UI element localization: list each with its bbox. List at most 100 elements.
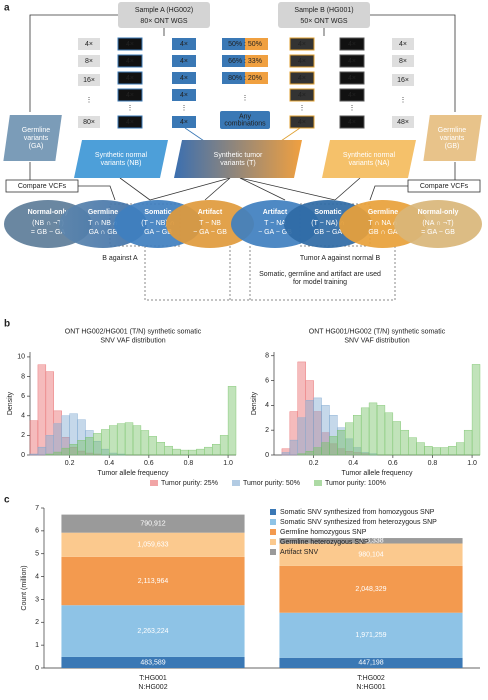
- training-connector: [144, 246, 396, 301]
- x-tick-label: 0.8: [428, 460, 438, 467]
- histogram-bar: [456, 442, 465, 456]
- germline-label: Germline variants (GB): [438, 127, 467, 150]
- depth-box: [289, 88, 315, 102]
- x-axis-title: Tumor allele frequency: [342, 470, 413, 477]
- normal-box: [322, 140, 416, 178]
- x-tick-label: 0.2: [309, 460, 319, 467]
- depth-box: [289, 71, 315, 85]
- depth-label: 16×: [397, 77, 409, 84]
- set-formula: = GA − GB: [421, 229, 455, 236]
- legend-swatch: [270, 539, 276, 545]
- mix-label: 80% : 20%: [228, 75, 262, 82]
- sample-title: Sample B (HG001): [294, 7, 353, 14]
- legend-label: Tumor purity: 50%: [243, 480, 300, 487]
- depth-box: [339, 54, 365, 68]
- y-tick-label: 4: [21, 413, 25, 420]
- depth-box: [392, 55, 414, 67]
- compare-label: Compare VCFs: [420, 183, 469, 190]
- depth-label: 4×: [348, 119, 356, 126]
- value-label: 447,198: [358, 660, 383, 667]
- depth-box: [392, 116, 414, 128]
- legend-label: Germline homozygous SNP: [280, 529, 367, 536]
- histogram-bar: [353, 415, 362, 456]
- compare-box: [5, 179, 79, 193]
- y-axis-title: Count (million): [21, 565, 28, 610]
- histogram-bar: [321, 442, 330, 456]
- legend-label: Artifact SNV: [280, 549, 318, 556]
- depth-box: [289, 115, 315, 129]
- depth-box: [117, 88, 143, 102]
- set-ellipse: [166, 200, 254, 248]
- depth-box: [339, 88, 365, 102]
- histogram-bar: [384, 412, 394, 456]
- depth-label: 4×: [298, 41, 306, 48]
- histogram-bar: [45, 453, 54, 456]
- histogram-bar: [297, 417, 306, 456]
- y-tick-label: 6: [265, 377, 269, 384]
- histogram-bar: [463, 429, 473, 456]
- depth-box: [78, 55, 100, 67]
- set-formula: GB ∩ GA: [368, 229, 397, 236]
- bar-segment: [61, 605, 245, 657]
- depth-label: 4×: [298, 75, 306, 82]
- set-title: Somatic: [144, 209, 171, 216]
- sample-box: [118, 2, 210, 28]
- depth-box: [172, 72, 196, 84]
- depth-label: 4×: [126, 41, 134, 48]
- histogram-bar: [53, 451, 62, 456]
- caption: B against A: [102, 255, 138, 262]
- legend-swatch: [150, 480, 158, 486]
- histogram-bar: [37, 364, 47, 456]
- histogram-bar: [289, 439, 298, 456]
- germline-box: [3, 115, 62, 161]
- x-tick-label: 0.4: [348, 460, 358, 467]
- depth-label: 4×: [126, 92, 134, 99]
- depth-box: [78, 116, 100, 128]
- histogram-bar: [29, 420, 39, 456]
- legend-label: Somatic SNV synthesized from homozygous …: [280, 509, 435, 516]
- histogram-bar: [53, 423, 62, 456]
- mix-label: 66% : 33%: [228, 58, 262, 65]
- depth-box: [339, 71, 365, 85]
- y-tick-label: 8: [265, 353, 269, 360]
- y-tick-label: 10: [17, 354, 25, 361]
- depth-label: 4×: [180, 58, 188, 65]
- value-label: 2,113,964: [138, 578, 169, 585]
- histogram-bar: [140, 430, 150, 456]
- bar-segment: [279, 543, 463, 566]
- bar-segment: [279, 565, 463, 613]
- histogram-bar: [204, 446, 213, 456]
- legend-swatch: [270, 529, 276, 535]
- histogram-bar: [376, 405, 386, 456]
- y-tick-label: 7: [35, 505, 39, 512]
- depth-label: 4×: [298, 58, 306, 65]
- set-formula: GA ∩ GB: [89, 229, 118, 236]
- histogram-bar: [305, 451, 314, 456]
- histogram-bar: [196, 448, 205, 456]
- value-label: 238,338: [358, 538, 383, 545]
- histogram-bar: [305, 400, 314, 456]
- depth-box: [289, 37, 315, 51]
- mix-box: [245, 38, 268, 50]
- histogram-bar: [156, 442, 165, 456]
- x-tick-label: 0.8: [184, 460, 194, 467]
- histogram-bar: [124, 422, 134, 456]
- set-formula: (T − NB) ∩: [141, 220, 175, 227]
- x-tick-label: 1.0: [223, 460, 233, 467]
- depth-label: 8×: [85, 58, 93, 65]
- legend-label: Somatic SNV synthesized from heterozygou…: [280, 519, 437, 526]
- depth-box: [117, 54, 143, 68]
- y-tick-label: 5: [35, 551, 39, 558]
- histogram-bar: [329, 436, 338, 456]
- histogram-bar: [61, 447, 70, 456]
- y-tick-label: 0: [265, 452, 269, 459]
- set-formula: GA − GB: [144, 229, 172, 236]
- y-tick-label: 2: [35, 619, 39, 626]
- tumor-box: [174, 140, 302, 178]
- histogram-bar: [101, 429, 110, 456]
- histogram-bar: [368, 402, 378, 456]
- legend-swatch: [232, 480, 240, 486]
- set-formula: (NB ∩ ¬T): [32, 220, 64, 227]
- value-label: 1,971,259: [355, 632, 386, 639]
- set-formula: T − NA: [264, 220, 286, 227]
